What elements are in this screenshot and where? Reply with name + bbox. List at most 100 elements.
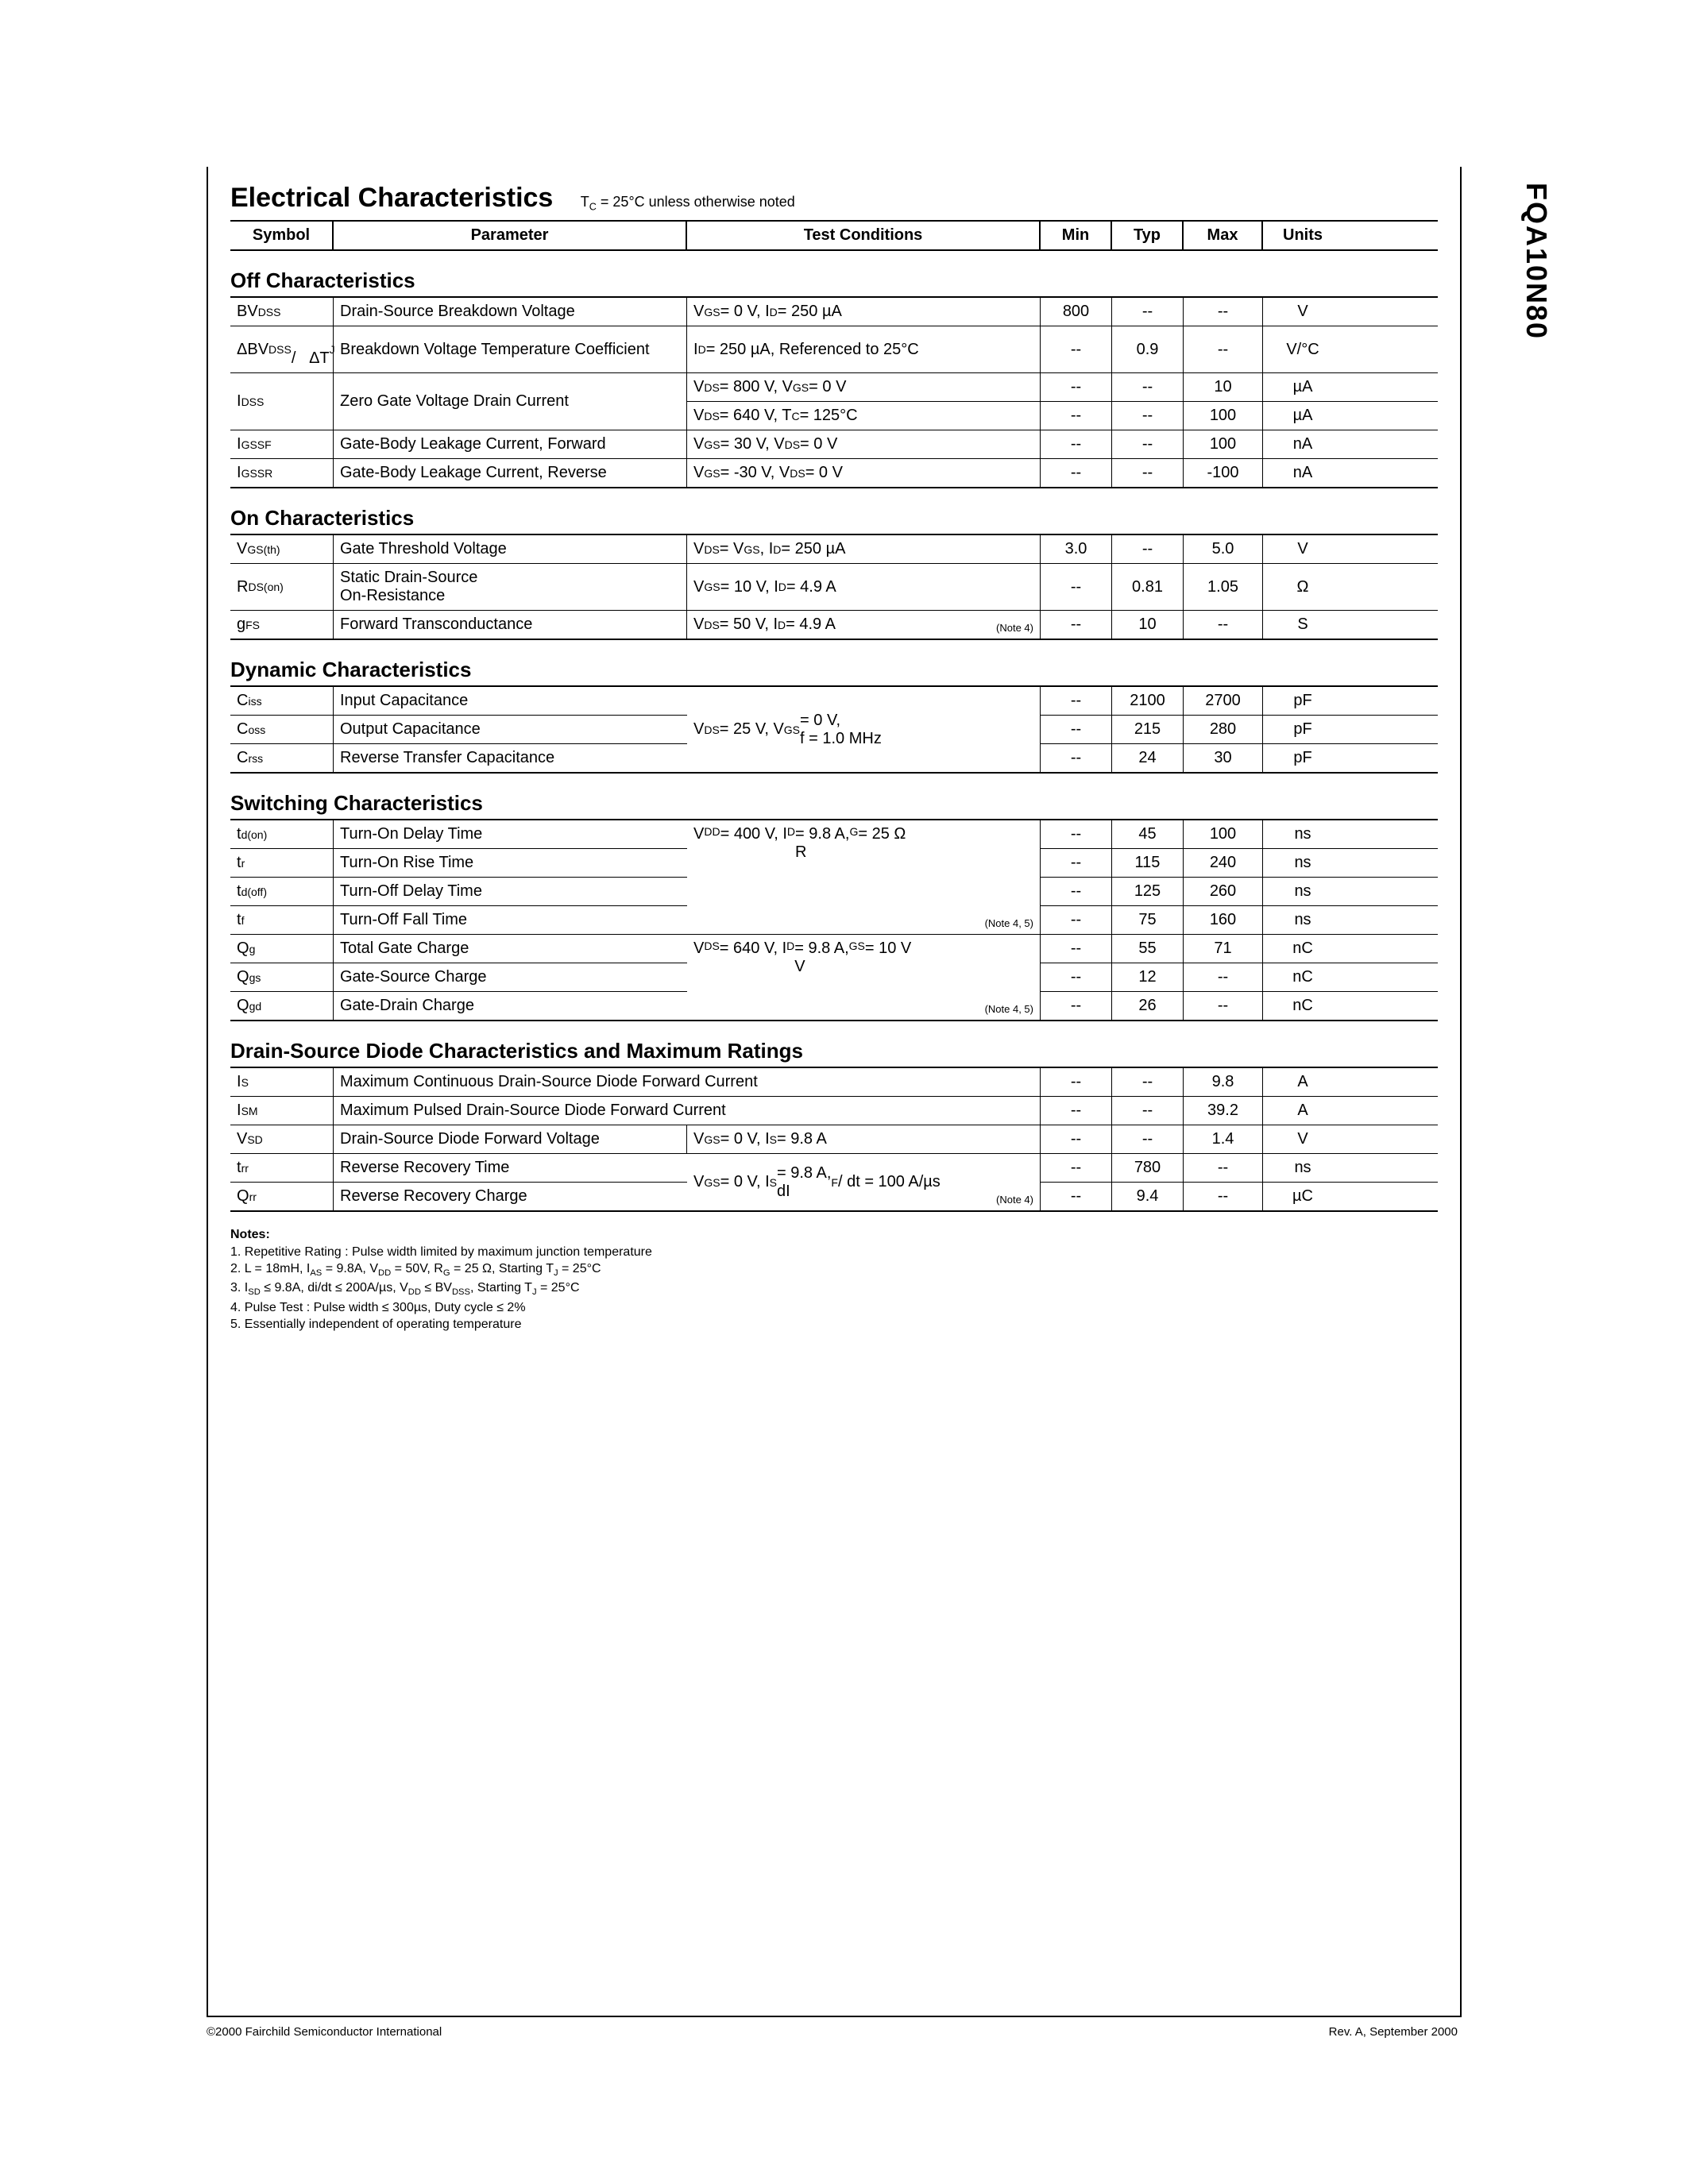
note-item: 5. Essentially independent of operating … [230,1316,1438,1333]
min-cell: -- [1041,820,1112,848]
note-ref: (Note 4, 5) [985,917,1033,929]
param-cell: Input Capacitance [334,687,687,715]
max-cell: -- [1184,1154,1263,1182]
max-cell: 1.05 [1184,564,1263,610]
typ-cell: 12 [1112,963,1184,991]
param-cell: Gate-Drain Charge [334,992,687,1020]
param-cell: Drain-Source Breakdown Voltage [334,298,687,326]
unit-cell: ns [1263,820,1342,848]
symbol-cell: Coss [230,716,334,743]
param-cell: Gate Threshold Voltage [334,535,687,563]
cond-cell: VGS = 30 V, VDS = 0 V [687,430,1041,458]
min-cell: -- [1041,687,1112,715]
min-cell: -- [1041,459,1112,487]
hdr-max: Max [1184,222,1263,249]
cond-cell: VDS = 800 V, VGS = 0 V [687,373,1041,401]
table-row: RDS(on) Static Drain-SourceOn-Resistance… [230,564,1438,611]
max-cell: -- [1184,992,1263,1020]
min-cell: -- [1041,1068,1112,1096]
typ-cell: 45 [1112,820,1184,848]
title-condition: TC = 25°C unless otherwise noted [581,194,795,213]
table-row: IS Maximum Continuous Drain-Source Diode… [230,1068,1438,1097]
cond-cell: VGS = -30 V, VDS = 0 V [687,459,1041,487]
unit-cell: µC [1263,1183,1342,1210]
param-cell: Zero Gate Voltage Drain Current [334,373,687,430]
typ-cell: -- [1112,402,1184,430]
table-row: gFS Forward Transconductance VDS = 50 V,… [230,611,1438,639]
note-item: 2. L = 18mH, IAS = 9.8A, VDD = 50V, RG =… [230,1260,1438,1279]
min-cell: 800 [1041,298,1112,326]
max-cell: 71 [1184,935,1263,963]
min-cell: -- [1041,878,1112,905]
symbol-cell: tf [230,906,334,934]
main-title: Electrical Characteristics [230,183,553,214]
typ-cell: -- [1112,298,1184,326]
unit-cell: ns [1263,849,1342,877]
cond-cell: ID = 250 µA, Referenced to 25°C [687,326,1041,372]
param-cell: Output Capacitance [334,716,687,743]
cond-cell: VGS = 0 V, IS = 9.8 A,dIF / dt = 100 A/µ… [687,1154,1041,1210]
max-cell: 160 [1184,906,1263,934]
section-sw-title: Switching Characteristics [230,791,1438,816]
typ-cell: 2100 [1112,687,1184,715]
table-row: VSD Drain-Source Diode Forward Voltage V… [230,1125,1438,1154]
min-cell: -- [1041,963,1112,991]
min-cell: -- [1041,430,1112,458]
section-off-title: Off Characteristics [230,268,1438,293]
table-row: VGS(th) Gate Threshold Voltage VDS = VGS… [230,535,1438,564]
symbol-cell: IGSSF [230,430,334,458]
max-cell: -- [1184,963,1263,991]
note-item: 4. Pulse Test : Pulse width ≤ 300µs, Dut… [230,1299,1438,1317]
max-cell: 39.2 [1184,1097,1263,1125]
min-cell: -- [1041,564,1112,610]
min-cell: -- [1041,906,1112,934]
cond-cell: VDS = VGS, ID = 250 µA [687,535,1041,563]
typ-cell: 26 [1112,992,1184,1020]
min-cell: -- [1041,744,1112,772]
max-cell: 240 [1184,849,1263,877]
min-cell: -- [1041,1125,1112,1153]
max-cell: 30 [1184,744,1263,772]
min-cell: 3.0 [1041,535,1112,563]
max-cell: 1.4 [1184,1125,1263,1153]
min-cell: -- [1041,716,1112,743]
table-row: ΔBVDSS/ ΔTJ Breakdown Voltage Temperatur… [230,326,1438,373]
unit-cell: ns [1263,878,1342,905]
unit-cell: nC [1263,992,1342,1020]
cond-cell: VDS = 50 V, ID = 4.9 A(Note 4) [687,611,1041,639]
unit-cell: µA [1263,373,1342,401]
min-cell: -- [1041,849,1112,877]
symbol-cell: Qgs [230,963,334,991]
section-dyn-title: Dynamic Characteristics [230,658,1438,682]
min-cell: -- [1041,1183,1112,1210]
typ-cell: 9.4 [1112,1183,1184,1210]
on-table: VGS(th) Gate Threshold Voltage VDS = VGS… [230,534,1438,640]
typ-cell: 215 [1112,716,1184,743]
param-cell: Turn-Off Fall Time [334,906,687,934]
param-cell: Gate-Source Charge [334,963,687,991]
hdr-parameter: Parameter [334,222,687,249]
typ-cell: 24 [1112,744,1184,772]
typ-cell: -- [1112,430,1184,458]
unit-cell: V [1263,298,1342,326]
symbol-cell: Crss [230,744,334,772]
symbol-cell: gFS [230,611,334,639]
section-on-title: On Characteristics [230,506,1438,531]
unit-cell: V/°C [1263,326,1342,372]
min-cell: -- [1041,402,1112,430]
part-number: FQA10N80 [1520,183,1553,340]
cond-cell: VDS = 640 V, ID = 9.8 A,VGS = 10 V(Note … [687,935,1041,1020]
hdr-typ: Typ [1112,222,1184,249]
page-frame: Electrical Characteristics TC = 25°C unl… [207,167,1462,2017]
note-ref: (Note 4) [996,622,1033,634]
typ-cell: 0.81 [1112,564,1184,610]
unit-cell: V [1263,535,1342,563]
param-cell: Turn-On Rise Time [334,849,687,877]
param-cell: Gate-Body Leakage Current, Reverse [334,459,687,487]
param-cell: Maximum Pulsed Drain-Source Diode Forwar… [334,1097,1041,1125]
notes-title: Notes: [230,1226,1438,1244]
max-cell: 260 [1184,878,1263,905]
symbol-cell: BVDSS [230,298,334,326]
unit-cell: A [1263,1097,1342,1125]
hdr-units: Units [1263,222,1342,249]
